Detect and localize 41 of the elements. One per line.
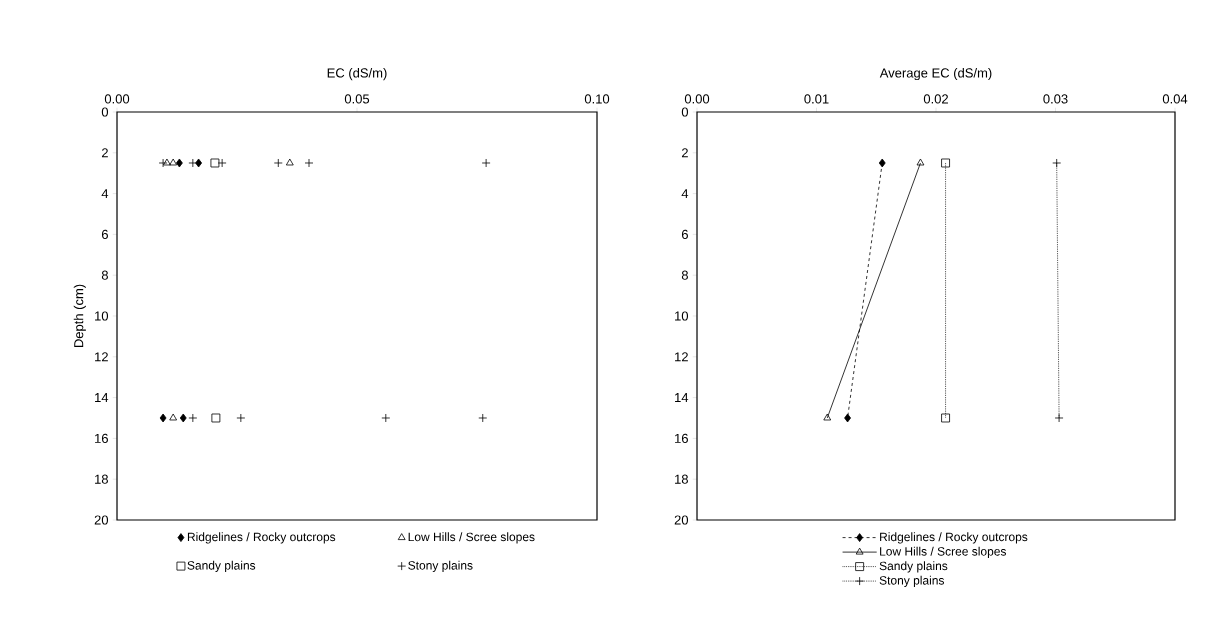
legend-label: Stony plains [408, 560, 473, 573]
y-tick-label: 16 [675, 433, 688, 443]
y-tick-label: 6 [101, 229, 108, 239]
legend-label: Low Hills / Scree slopes [408, 532, 535, 544]
y-tick-label: 8 [101, 270, 108, 280]
legend-label: Ridgelines / Rocky outcrops [187, 532, 336, 544]
x-axis-title: EC (dS/m) [327, 68, 387, 81]
y-tick-label: 14 [95, 393, 109, 403]
legend-label: Ridgelines / Rocky outcrops [880, 532, 1028, 544]
y-tick-label: 8 [681, 270, 688, 280]
legend-label: Sandy plains [187, 560, 256, 573]
x-tick-label: 0.00 [684, 94, 710, 104]
y-tick-label: 12 [95, 352, 108, 362]
x-axis-title: Average EC (dS/m) [879, 68, 992, 81]
x-tick-label: 0.02 [923, 94, 948, 104]
y-axis-title: Depth (cm) [73, 284, 86, 348]
y-tick-label: 10 [95, 311, 109, 321]
y-tick-label: 4 [681, 189, 689, 199]
y-tick-label: 0 [681, 107, 689, 117]
y-tick-label: 18 [95, 474, 108, 484]
legend-label: Stony plains [879, 575, 945, 588]
legend-label: Sandy plains [879, 561, 948, 573]
x-tick-label: 0.00 [104, 94, 130, 104]
y-tick-label: 0 [101, 107, 109, 117]
x-tick-label: 0.10 [584, 94, 610, 104]
y-tick-label: 20 [94, 515, 109, 525]
y-tick-label: 18 [675, 474, 688, 484]
x-tick-label: 0.04 [1162, 94, 1188, 104]
y-tick-label: 20 [674, 515, 689, 525]
y-tick-label: 10 [675, 311, 689, 321]
x-tick-label: 0.01 [804, 94, 829, 104]
x-tick-label: 0.03 [1043, 94, 1068, 104]
y-tick-label: 12 [675, 352, 688, 362]
y-tick-label: 2 [681, 148, 688, 158]
y-tick-label: 16 [95, 433, 108, 443]
y-tick-label: 14 [675, 393, 689, 403]
legend-label: Low Hills / Scree slopes [880, 546, 1007, 559]
y-tick-label: 4 [101, 189, 109, 199]
y-tick-label: 2 [101, 148, 108, 158]
y-tick-label: 6 [681, 229, 688, 239]
x-tick-label: 0.05 [344, 94, 370, 104]
